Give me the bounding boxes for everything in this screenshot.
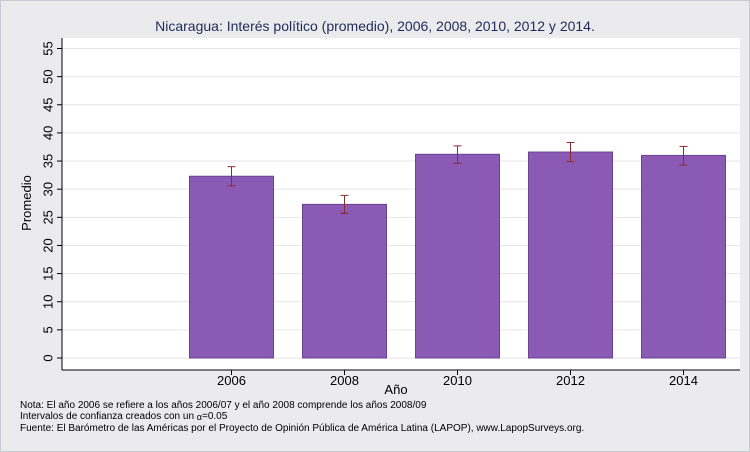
note-line-3: Fuente: El Barómetro de las Américas por… <box>20 423 585 434</box>
bar-2010 <box>415 153 500 359</box>
bar-2008 <box>302 203 387 359</box>
bar-2012 <box>528 151 613 359</box>
y-tick-label: 55 <box>40 41 55 55</box>
chart-notes: Nota: El año 2006 se refiere a los años … <box>20 400 584 434</box>
note-line-2-prefix: Intervalos de confianza creados con un <box>20 411 197 422</box>
y-tick-label: 50 <box>40 69 55 83</box>
x-tick-label-2014: 2014 <box>669 373 698 388</box>
y-tick-label: 0 <box>40 354 55 361</box>
y-tick-label: 35 <box>40 154 55 168</box>
note-line-1: Nota: El año 2006 se refiere a los años … <box>20 400 427 411</box>
y-axis-label: Promedio <box>19 175 34 231</box>
y-tick-label: 20 <box>40 238 55 252</box>
bar-2006 <box>189 175 274 359</box>
bar-2014 <box>641 154 726 359</box>
error-bars <box>227 141 688 214</box>
bars <box>189 151 726 359</box>
note-line-2-suffix: =0.05 <box>201 411 228 422</box>
x-tick-label-2006: 2006 <box>217 373 246 388</box>
x-axis-label: Año <box>384 382 407 397</box>
y-tick-label: 15 <box>40 266 55 280</box>
alpha-symbol: α <box>196 412 202 422</box>
grid-lines <box>62 48 740 359</box>
y-tick-label: 30 <box>40 182 55 196</box>
x-tick-label-2008: 2008 <box>330 373 359 388</box>
y-tick-label: 45 <box>40 98 55 112</box>
note-line-2: Intervalos de confianza creados con un α… <box>20 411 584 423</box>
y-tick-label: 40 <box>40 126 55 140</box>
y-tick-label: 10 <box>40 294 55 308</box>
x-tick-label-2010: 2010 <box>443 373 472 388</box>
x-tick-label-2012: 2012 <box>556 373 585 388</box>
axes: 0 5 10 15 20 25 30 35 40 45 50 55 2006 2008 2010 2012 20… <box>40 38 740 388</box>
y-tick-label: 5 <box>40 326 55 333</box>
plot-area <box>62 38 740 370</box>
y-tick-label: 25 <box>40 210 55 224</box>
chart-title: Nicaragua: Interés político (promedio), … <box>155 18 595 34</box>
